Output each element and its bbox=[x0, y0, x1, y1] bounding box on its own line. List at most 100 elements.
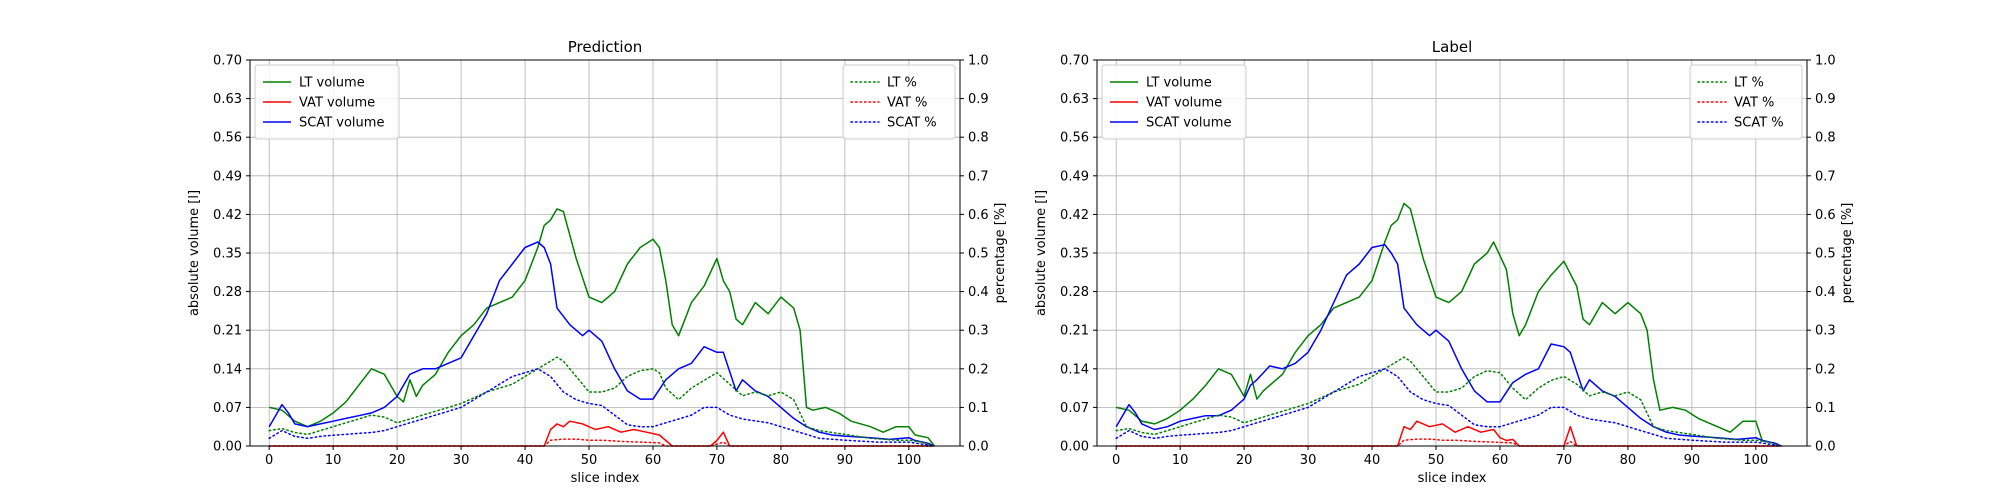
series-line-vat-volume bbox=[269, 420, 935, 447]
y-left-tick-label: 0.42 bbox=[1060, 208, 1089, 223]
y-right-tick-label: 0.1 bbox=[968, 401, 989, 416]
y-right-tick-label: 0.7 bbox=[968, 169, 989, 184]
legend: LT volume VAT volume SCAT volume bbox=[1101, 64, 1247, 140]
legend-box bbox=[254, 64, 400, 140]
y-right-tick-label: 0.2 bbox=[968, 362, 989, 377]
legend-label: VAT % bbox=[887, 96, 927, 111]
legend: LT % VAT % SCAT % bbox=[842, 64, 956, 140]
y-right-tick-label: 0.3 bbox=[968, 324, 989, 339]
legend: LT volume VAT volume SCAT volume bbox=[254, 64, 400, 140]
x-tick-label: 0 bbox=[265, 453, 273, 468]
y-right-axis-label: percentage [%] bbox=[993, 203, 1008, 304]
y-left-tick-label: 0.21 bbox=[213, 324, 242, 339]
y-left-tick-label: 0.49 bbox=[213, 169, 242, 184]
x-tick-label: 10 bbox=[325, 453, 342, 468]
y-left-tick-label: 0.00 bbox=[213, 440, 242, 455]
x-axis-label: slice index bbox=[571, 471, 640, 486]
y-right-tick-label: 0.4 bbox=[1815, 285, 1836, 300]
x-tick-label: 40 bbox=[517, 453, 534, 468]
x-tick-label: 30 bbox=[1300, 453, 1317, 468]
series-line-lt bbox=[1115, 356, 1783, 447]
series-line-lt bbox=[268, 356, 936, 447]
x-tick-label: 20 bbox=[1236, 453, 1253, 468]
y-left-axis-label: absolute volume [l] bbox=[1034, 190, 1049, 316]
legend-label: SCAT volume bbox=[299, 116, 384, 131]
y-right-tick-label: 0.1 bbox=[1815, 401, 1836, 416]
series-line-lt-volume bbox=[1116, 202, 1782, 447]
y-left-tick-label: 0.63 bbox=[213, 92, 242, 107]
y-left-tick-label: 0.14 bbox=[1060, 362, 1089, 377]
y-right-tick-label: 0.0 bbox=[1815, 440, 1836, 455]
x-tick-label: 100 bbox=[1743, 453, 1768, 468]
chart-title: Prediction bbox=[568, 38, 643, 56]
y-right-tick-label: 0.9 bbox=[1815, 92, 1836, 107]
y-left-tick-label: 0.07 bbox=[1060, 401, 1089, 416]
y-left-tick-label: 0.00 bbox=[1060, 440, 1089, 455]
y-left-tick-label: 0.28 bbox=[1060, 285, 1089, 300]
x-tick-label: 40 bbox=[1364, 453, 1381, 468]
x-tick-label: 50 bbox=[1428, 453, 1445, 468]
y-right-tick-label: 0.3 bbox=[1815, 324, 1836, 339]
chart-0: 0 10 20 30 40 50 60 70 80 90 100 0.00 0.07 0.14 0.21 0.… bbox=[187, 38, 1008, 486]
y-right-tick-label: 0.6 bbox=[1815, 208, 1836, 223]
y-left-tick-label: 0.14 bbox=[213, 362, 242, 377]
series-line-scat-volume bbox=[268, 241, 935, 447]
y-left-tick-label: 0.28 bbox=[213, 285, 242, 300]
legend-label: SCAT % bbox=[887, 116, 937, 131]
x-tick-label: 90 bbox=[837, 453, 854, 468]
y-left-tick-label: 0.07 bbox=[213, 401, 242, 416]
y-left-tick-label: 0.56 bbox=[1060, 131, 1089, 146]
y-right-tick-label: 1.0 bbox=[1815, 54, 1836, 69]
y-left-tick-label: 0.63 bbox=[1060, 92, 1089, 107]
series-line-scat bbox=[268, 368, 936, 447]
x-tick-label: 30 bbox=[453, 453, 470, 468]
legend-box bbox=[1101, 64, 1247, 140]
legend-label: VAT % bbox=[1734, 96, 1774, 111]
x-tick-label: 80 bbox=[773, 453, 790, 468]
legend-label: LT volume bbox=[299, 76, 365, 91]
y-right-tick-label: 0.2 bbox=[1815, 362, 1836, 377]
y-right-tick-label: 0.6 bbox=[968, 208, 989, 223]
y-right-axis-label: percentage [%] bbox=[1840, 203, 1855, 304]
legend-label: LT % bbox=[887, 76, 917, 91]
y-left-tick-label: 0.35 bbox=[1060, 247, 1089, 262]
y-left-tick-label: 0.49 bbox=[1060, 169, 1089, 184]
x-tick-label: 0 bbox=[1112, 453, 1120, 468]
series-line-scat bbox=[1115, 368, 1783, 447]
y-left-tick-label: 0.21 bbox=[1060, 324, 1089, 339]
x-tick-label: 20 bbox=[389, 453, 406, 468]
x-tick-label: 90 bbox=[1684, 453, 1701, 468]
series-line-lt-volume bbox=[269, 208, 935, 447]
legend-label: LT % bbox=[1734, 76, 1764, 91]
x-tick-label: 60 bbox=[645, 453, 662, 468]
y-left-tick-label: 0.70 bbox=[1060, 54, 1089, 69]
legend-label: VAT volume bbox=[299, 96, 375, 111]
x-tick-label: 70 bbox=[709, 453, 726, 468]
y-left-tick-label: 0.42 bbox=[213, 208, 242, 223]
y-right-tick-label: 0.8 bbox=[968, 131, 989, 146]
legend-label: SCAT % bbox=[1734, 116, 1784, 131]
y-right-tick-label: 0.7 bbox=[1815, 169, 1836, 184]
legend: LT % VAT % SCAT % bbox=[1689, 64, 1803, 140]
series-line-vat bbox=[1115, 438, 1783, 447]
y-left-tick-label: 0.35 bbox=[213, 247, 242, 262]
y-left-axis-label: absolute volume [l] bbox=[187, 190, 202, 316]
x-tick-label: 100 bbox=[896, 453, 921, 468]
y-right-tick-label: 0.0 bbox=[968, 440, 989, 455]
y-left-tick-label: 0.70 bbox=[213, 54, 242, 69]
legend-label: VAT volume bbox=[1146, 96, 1222, 111]
legend-label: LT volume bbox=[1146, 76, 1212, 91]
y-right-tick-label: 0.5 bbox=[1815, 247, 1836, 262]
legend-box bbox=[842, 64, 956, 140]
legend-label: SCAT volume bbox=[1146, 116, 1231, 131]
y-right-tick-label: 0.9 bbox=[968, 92, 989, 107]
x-tick-label: 70 bbox=[1556, 453, 1573, 468]
series-line-vat bbox=[268, 438, 936, 447]
x-tick-label: 80 bbox=[1620, 453, 1637, 468]
y-right-tick-label: 1.0 bbox=[968, 54, 989, 69]
y-right-tick-label: 0.4 bbox=[968, 285, 989, 300]
x-tick-label: 10 bbox=[1172, 453, 1189, 468]
legend-box bbox=[1689, 64, 1803, 140]
chart-title: Label bbox=[1432, 38, 1472, 56]
